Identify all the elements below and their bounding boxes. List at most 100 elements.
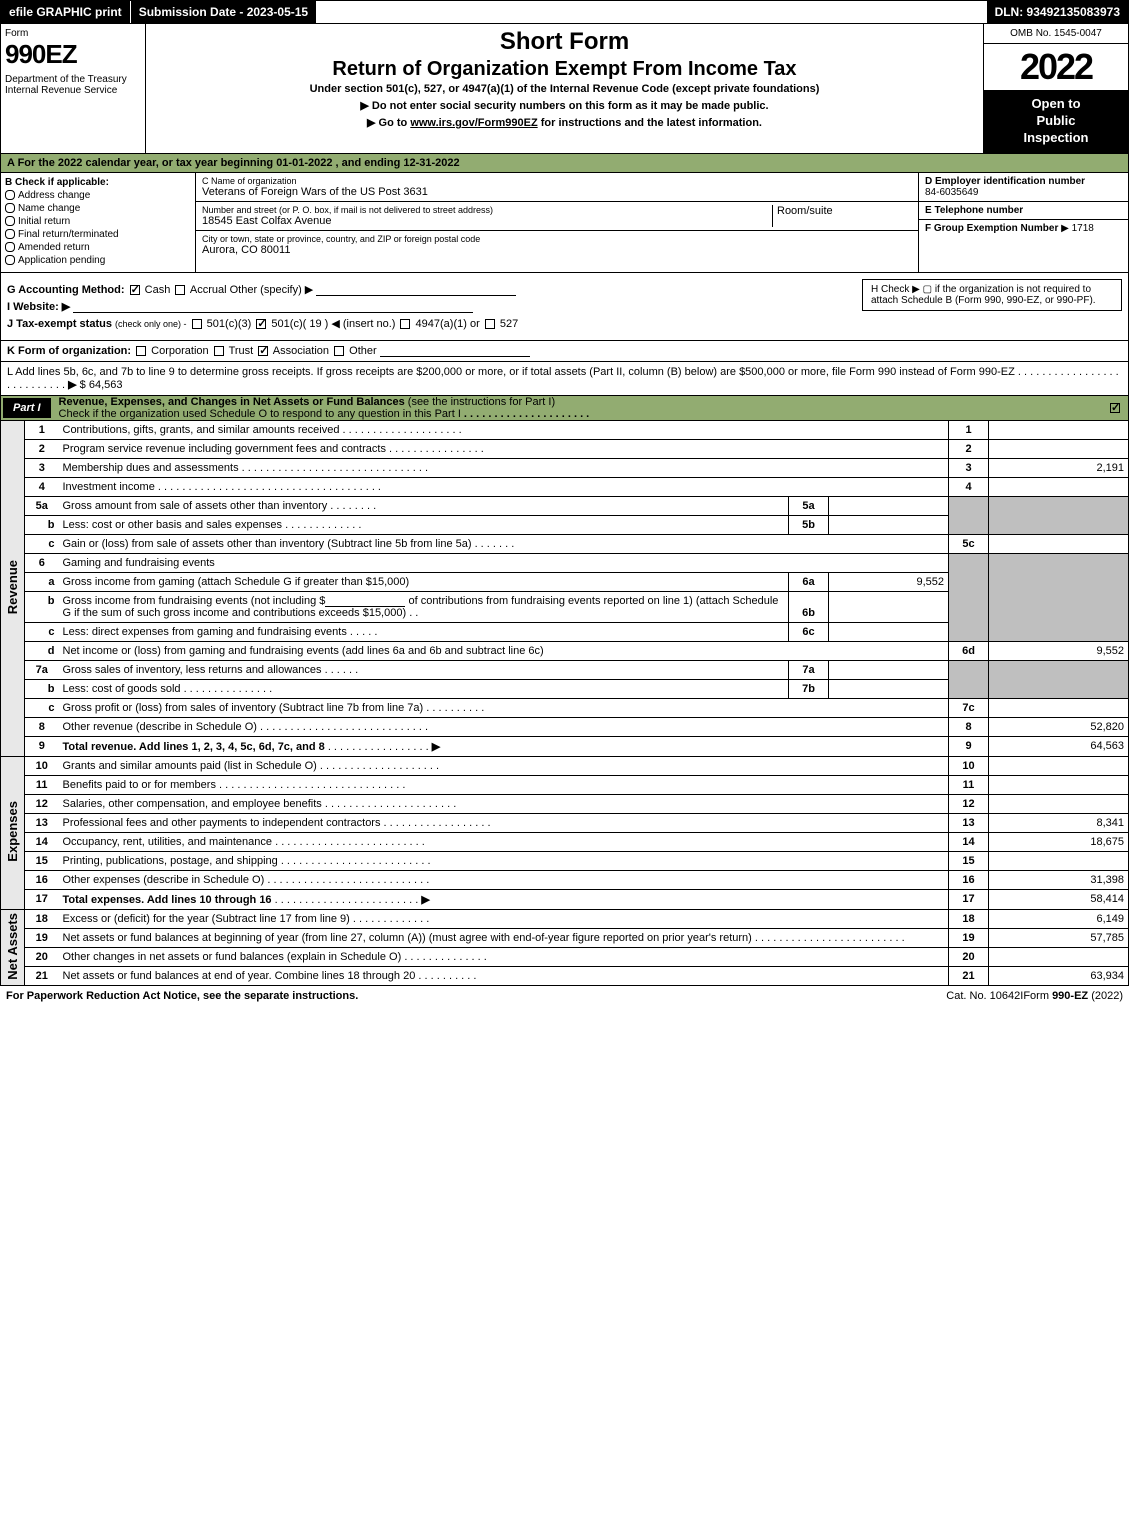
street-address: 18545 East Colfax Avenue bbox=[202, 215, 772, 227]
irs-link[interactable]: www.irs.gov/Form990EZ bbox=[410, 117, 537, 129]
line-6b-num: b bbox=[25, 591, 59, 622]
line-2-val bbox=[989, 439, 1129, 458]
lines-table: Revenue 1 Contributions, gifts, grants, … bbox=[0, 421, 1129, 987]
line-7a-num: 7a bbox=[25, 660, 59, 679]
other-org-input[interactable] bbox=[380, 356, 530, 357]
line-6a-num: a bbox=[25, 572, 59, 591]
line-14-desc: Occupancy, rent, utilities, and maintena… bbox=[63, 836, 273, 848]
row-ghij: H Check ▶ ▢ if the organization is not r… bbox=[0, 273, 1129, 341]
label-application-pending: Application pending bbox=[18, 255, 105, 266]
phone-label: E Telephone number bbox=[925, 205, 1122, 216]
line-5b-desc: Less: cost or other basis and sales expe… bbox=[63, 519, 283, 531]
row-a-tax-year: A For the 2022 calendar year, or tax yea… bbox=[0, 154, 1129, 173]
l-text: L Add lines 5b, 6c, and 7b to line 9 to … bbox=[7, 366, 1015, 378]
checkbox-initial-return[interactable] bbox=[5, 216, 15, 226]
header-left: Form 990EZ Department of the Treasury In… bbox=[1, 24, 146, 153]
b-letter: B bbox=[5, 177, 12, 188]
instruction-1: ▶ Do not enter social security numbers o… bbox=[150, 99, 979, 112]
department-label: Department of the Treasury Internal Reve… bbox=[5, 74, 141, 96]
line-10-col: 10 bbox=[949, 756, 989, 775]
line-6d-desc: Net income or (loss) from gaming and fun… bbox=[59, 641, 949, 660]
checkbox-501c[interactable] bbox=[256, 319, 266, 329]
top-bar-buttons: efile GRAPHIC print Submission Date - 20… bbox=[1, 1, 317, 23]
line-9-num: 9 bbox=[25, 736, 59, 756]
line-14-val: 18,675 bbox=[989, 832, 1129, 851]
line-6d-col: 6d bbox=[949, 641, 989, 660]
l-amount: $ 64,563 bbox=[80, 379, 123, 391]
label-other-specify: Other (specify) ▶ bbox=[230, 284, 314, 296]
line-7a-desc: Gross sales of inventory, less returns a… bbox=[63, 664, 322, 676]
line-6c-minival bbox=[829, 622, 949, 641]
line-6c-num: c bbox=[25, 622, 59, 641]
line-5c-desc: Gain or (loss) from sale of assets other… bbox=[63, 538, 472, 550]
row-l: L Add lines 5b, 6c, and 7b to line 9 to … bbox=[0, 362, 1129, 396]
website-input[interactable] bbox=[73, 312, 473, 313]
checkbox-cash[interactable] bbox=[130, 285, 140, 295]
l-arrow: ▶ bbox=[68, 379, 76, 391]
checkbox-address-change[interactable] bbox=[5, 190, 15, 200]
form-number: 990EZ bbox=[5, 39, 141, 70]
line-5a-minival bbox=[829, 496, 949, 515]
line-7a-mini: 7a bbox=[789, 660, 829, 679]
line-17-val: 58,414 bbox=[989, 889, 1129, 909]
label-accrual: Accrual bbox=[190, 284, 227, 296]
line-5a-mini: 5a bbox=[789, 496, 829, 515]
line-15-num: 15 bbox=[25, 851, 59, 870]
line-10-desc: Grants and similar amounts paid (list in… bbox=[63, 760, 317, 772]
line-5b-minival bbox=[829, 515, 949, 534]
group-exemption-label: F Group Exemption Number bbox=[925, 223, 1058, 234]
line-6-desc: Gaming and fundraising events bbox=[59, 553, 949, 572]
line-16-num: 16 bbox=[25, 870, 59, 889]
c-name-label: C Name of organization bbox=[202, 176, 912, 186]
line-5c-num: c bbox=[25, 534, 59, 553]
label-final-return: Final return/terminated bbox=[18, 229, 119, 240]
line-3-num: 3 bbox=[25, 458, 59, 477]
room-suite-label: Room/suite bbox=[772, 205, 912, 227]
checkbox-accrual[interactable] bbox=[175, 285, 185, 295]
row-k: K Form of organization: Corporation Trus… bbox=[0, 341, 1129, 362]
line-6a-mini: 6a bbox=[789, 572, 829, 591]
j-sub: (check only one) - bbox=[115, 319, 187, 329]
line-5a-num: 5a bbox=[25, 496, 59, 515]
line-3-desc: Membership dues and assessments bbox=[63, 462, 239, 474]
ein-label: D Employer identification number bbox=[925, 176, 1122, 187]
line-8-desc: Other revenue (describe in Schedule O) bbox=[63, 721, 257, 733]
line-16-desc: Other expenses (describe in Schedule O) bbox=[63, 874, 265, 886]
line-14-num: 14 bbox=[25, 832, 59, 851]
checkbox-trust[interactable] bbox=[214, 346, 224, 356]
line-1-desc: Contributions, gifts, grants, and simila… bbox=[63, 424, 340, 436]
checkbox-application-pending[interactable] bbox=[5, 255, 15, 265]
checkbox-amended-return[interactable] bbox=[5, 242, 15, 252]
checkbox-name-change[interactable] bbox=[5, 203, 15, 213]
form-label: Form bbox=[5, 28, 141, 39]
part-1-title: Revenue, Expenses, and Changes in Net As… bbox=[53, 396, 1108, 420]
instruction-2: ▶ Go to www.irs.gov/Form990EZ for instru… bbox=[150, 116, 979, 129]
checkbox-4947[interactable] bbox=[400, 319, 410, 329]
line-6b-mini: 6b bbox=[789, 591, 829, 622]
line-15-col: 15 bbox=[949, 851, 989, 870]
top-bar: efile GRAPHIC print Submission Date - 20… bbox=[0, 0, 1129, 24]
checkbox-final-return[interactable] bbox=[5, 229, 15, 239]
inspection-badge: Open to Public Inspection bbox=[984, 90, 1128, 153]
checkbox-corporation[interactable] bbox=[136, 346, 146, 356]
line-1-col: 1 bbox=[949, 421, 989, 440]
return-title: Return of Organization Exempt From Incom… bbox=[150, 58, 979, 81]
header-mid: Short Form Return of Organization Exempt… bbox=[146, 24, 983, 153]
line-19-col: 19 bbox=[949, 928, 989, 947]
line-13-desc: Professional fees and other payments to … bbox=[63, 817, 381, 829]
submission-date-button[interactable]: Submission Date - 2023-05-15 bbox=[131, 1, 317, 23]
checkbox-schedule-o[interactable] bbox=[1110, 403, 1120, 413]
line-12-desc: Salaries, other compensation, and employ… bbox=[63, 798, 322, 810]
checkbox-527[interactable] bbox=[485, 319, 495, 329]
line-8-col: 8 bbox=[949, 717, 989, 736]
checkbox-other-org[interactable] bbox=[334, 346, 344, 356]
checkbox-501c3[interactable] bbox=[192, 319, 202, 329]
other-specify-input[interactable] bbox=[316, 295, 516, 296]
section-bc: B Check if applicable: Address change Na… bbox=[0, 173, 1129, 273]
line-21-col: 21 bbox=[949, 967, 989, 986]
line-6d-val: 9,552 bbox=[989, 641, 1129, 660]
efile-print-button[interactable]: efile GRAPHIC print bbox=[1, 1, 131, 23]
line-12-num: 12 bbox=[25, 794, 59, 813]
line-9-col: 9 bbox=[949, 736, 989, 756]
checkbox-association[interactable] bbox=[258, 346, 268, 356]
